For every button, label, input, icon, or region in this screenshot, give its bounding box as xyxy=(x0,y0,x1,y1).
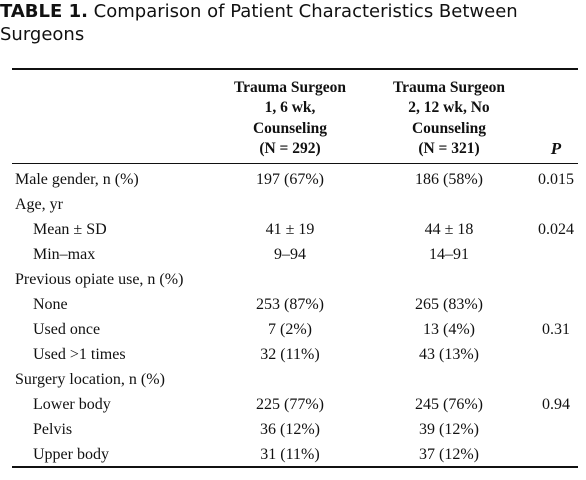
table-cell: 0.015 xyxy=(538,171,574,188)
column-header: P xyxy=(550,139,562,158)
table-cell: 44 ± 18 xyxy=(424,221,474,238)
table-cell: 32 (11%) xyxy=(260,346,320,363)
table-cell: 186 (58%) xyxy=(415,171,483,188)
column-header: Counseling xyxy=(411,119,487,137)
row-sublabel: None xyxy=(33,296,68,313)
table-cell: 13 (4%) xyxy=(423,321,475,338)
table-cell: 14–91 xyxy=(429,246,469,263)
table-cell: 253 (87%) xyxy=(256,296,324,313)
row-sublabel: Used once xyxy=(33,321,101,338)
table-cell: 41 ± 19 xyxy=(265,221,315,238)
column-header: Counseling xyxy=(252,119,328,137)
title-text: Comparison of Patient Characteristics Be… xyxy=(0,1,518,45)
column-header: (N = 321) xyxy=(418,140,480,157)
column-header: Trauma Surgeon xyxy=(392,78,506,96)
table-title: TABLE 1. Comparison of Patient Character… xyxy=(0,0,560,46)
table-cell: 31 (11%) xyxy=(260,446,320,463)
column-header: Trauma Surgeon xyxy=(233,78,347,96)
table-cell: 36 (12%) xyxy=(260,421,320,438)
row-sublabel: Mean ± SD xyxy=(33,221,107,238)
table-cell: 197 (67%) xyxy=(256,171,324,188)
row-sublabel: Pelvis xyxy=(33,421,73,438)
table-cell: 43 (13%) xyxy=(419,346,479,363)
table-cell: 37 (12%) xyxy=(419,446,479,463)
row-label: Previous opiate use, n (%) xyxy=(15,271,184,288)
table-cell: 0.94 xyxy=(542,396,570,413)
row-label: Male gender, n (%) xyxy=(15,171,139,188)
column-header: 1, 6 wk, xyxy=(264,99,316,116)
table-cell: 0.31 xyxy=(542,321,570,338)
table-cell: 265 (83%) xyxy=(415,296,483,313)
table-cell: 39 (12%) xyxy=(419,421,479,438)
row-label: Surgery location, n (%) xyxy=(15,371,165,388)
column-header: 2, 12 wk, No xyxy=(408,99,490,116)
row-sublabel: Upper body xyxy=(33,446,109,463)
header-rule xyxy=(12,163,578,164)
table-cell: 9–94 xyxy=(274,246,306,263)
table-cell: 245 (76%) xyxy=(415,396,483,413)
table-cell: 7 (2%) xyxy=(268,321,312,338)
row-label: Age, yr xyxy=(15,196,63,213)
table-cell: 225 (77%) xyxy=(256,396,324,413)
table-cell: 0.024 xyxy=(538,221,574,238)
top-rule xyxy=(12,68,578,70)
column-header: (N = 292) xyxy=(259,140,321,157)
row-sublabel: Lower body xyxy=(33,396,111,413)
row-sublabel: Used >1 times xyxy=(33,346,126,363)
table-label: TABLE 1. xyxy=(0,1,88,22)
row-sublabel: Min–max xyxy=(33,246,96,263)
bottom-rule xyxy=(12,466,578,468)
